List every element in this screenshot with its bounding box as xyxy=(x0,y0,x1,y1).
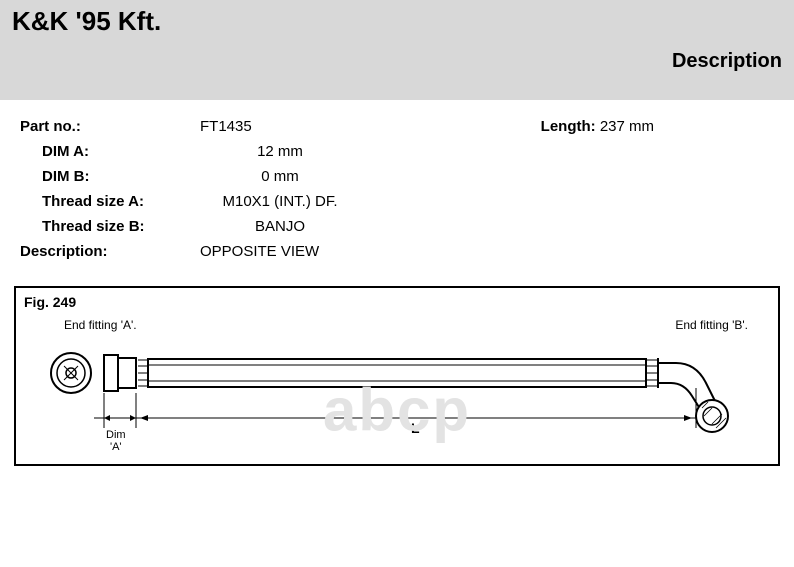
length-group: Length: 237 mm xyxy=(541,118,774,135)
spec-row-threada: Thread size A: M10X1 (INT.) DF. xyxy=(20,193,774,210)
specs-table: Part no.: FT1435 Length: 237 mm DIM A: 1… xyxy=(0,100,794,278)
spec-row-partno: Part no.: FT1435 Length: 237 mm xyxy=(20,118,774,135)
threada-value: M10X1 (INT.) DF. xyxy=(200,193,400,210)
spec-row-dima: DIM A: 12 mm xyxy=(20,143,774,160)
length-label: Length: xyxy=(541,118,596,135)
description-label: Description: xyxy=(20,243,200,260)
description-value: OPPOSITE VIEW xyxy=(200,243,450,260)
dimb-label: DIM B: xyxy=(20,168,200,185)
svg-text:'A': 'A' xyxy=(110,441,122,453)
spec-row-dimb: DIM B: 0 mm xyxy=(20,168,774,185)
dim-a-text: Dim xyxy=(106,429,126,441)
spec-row-description: Description: OPPOSITE VIEW xyxy=(20,243,774,260)
spec-row-threadb: Thread size B: BANJO xyxy=(20,218,774,235)
threadb-label: Thread size B: xyxy=(20,218,200,235)
dima-value: 12 mm xyxy=(200,143,400,160)
dimb-value: 0 mm xyxy=(200,168,400,185)
hose-diagram: Dim 'A' L xyxy=(16,288,778,464)
header-bar: K&K '95 Kft. Description xyxy=(0,0,794,100)
partno-value: FT1435 xyxy=(200,118,400,135)
length-dim-text: L xyxy=(411,420,420,436)
length-value: 237 mm xyxy=(600,118,654,135)
figure-box: Fig. 249 End fitting 'A'. End fitting 'B… xyxy=(14,286,780,466)
threada-label: Thread size A: xyxy=(20,193,200,210)
partno-label: Part no.: xyxy=(20,118,200,135)
threadb-value: BANJO xyxy=(200,218,400,235)
company-name: K&K '95 Kft. xyxy=(12,6,161,37)
dima-label: DIM A: xyxy=(20,143,200,160)
section-title: Description xyxy=(672,50,782,73)
